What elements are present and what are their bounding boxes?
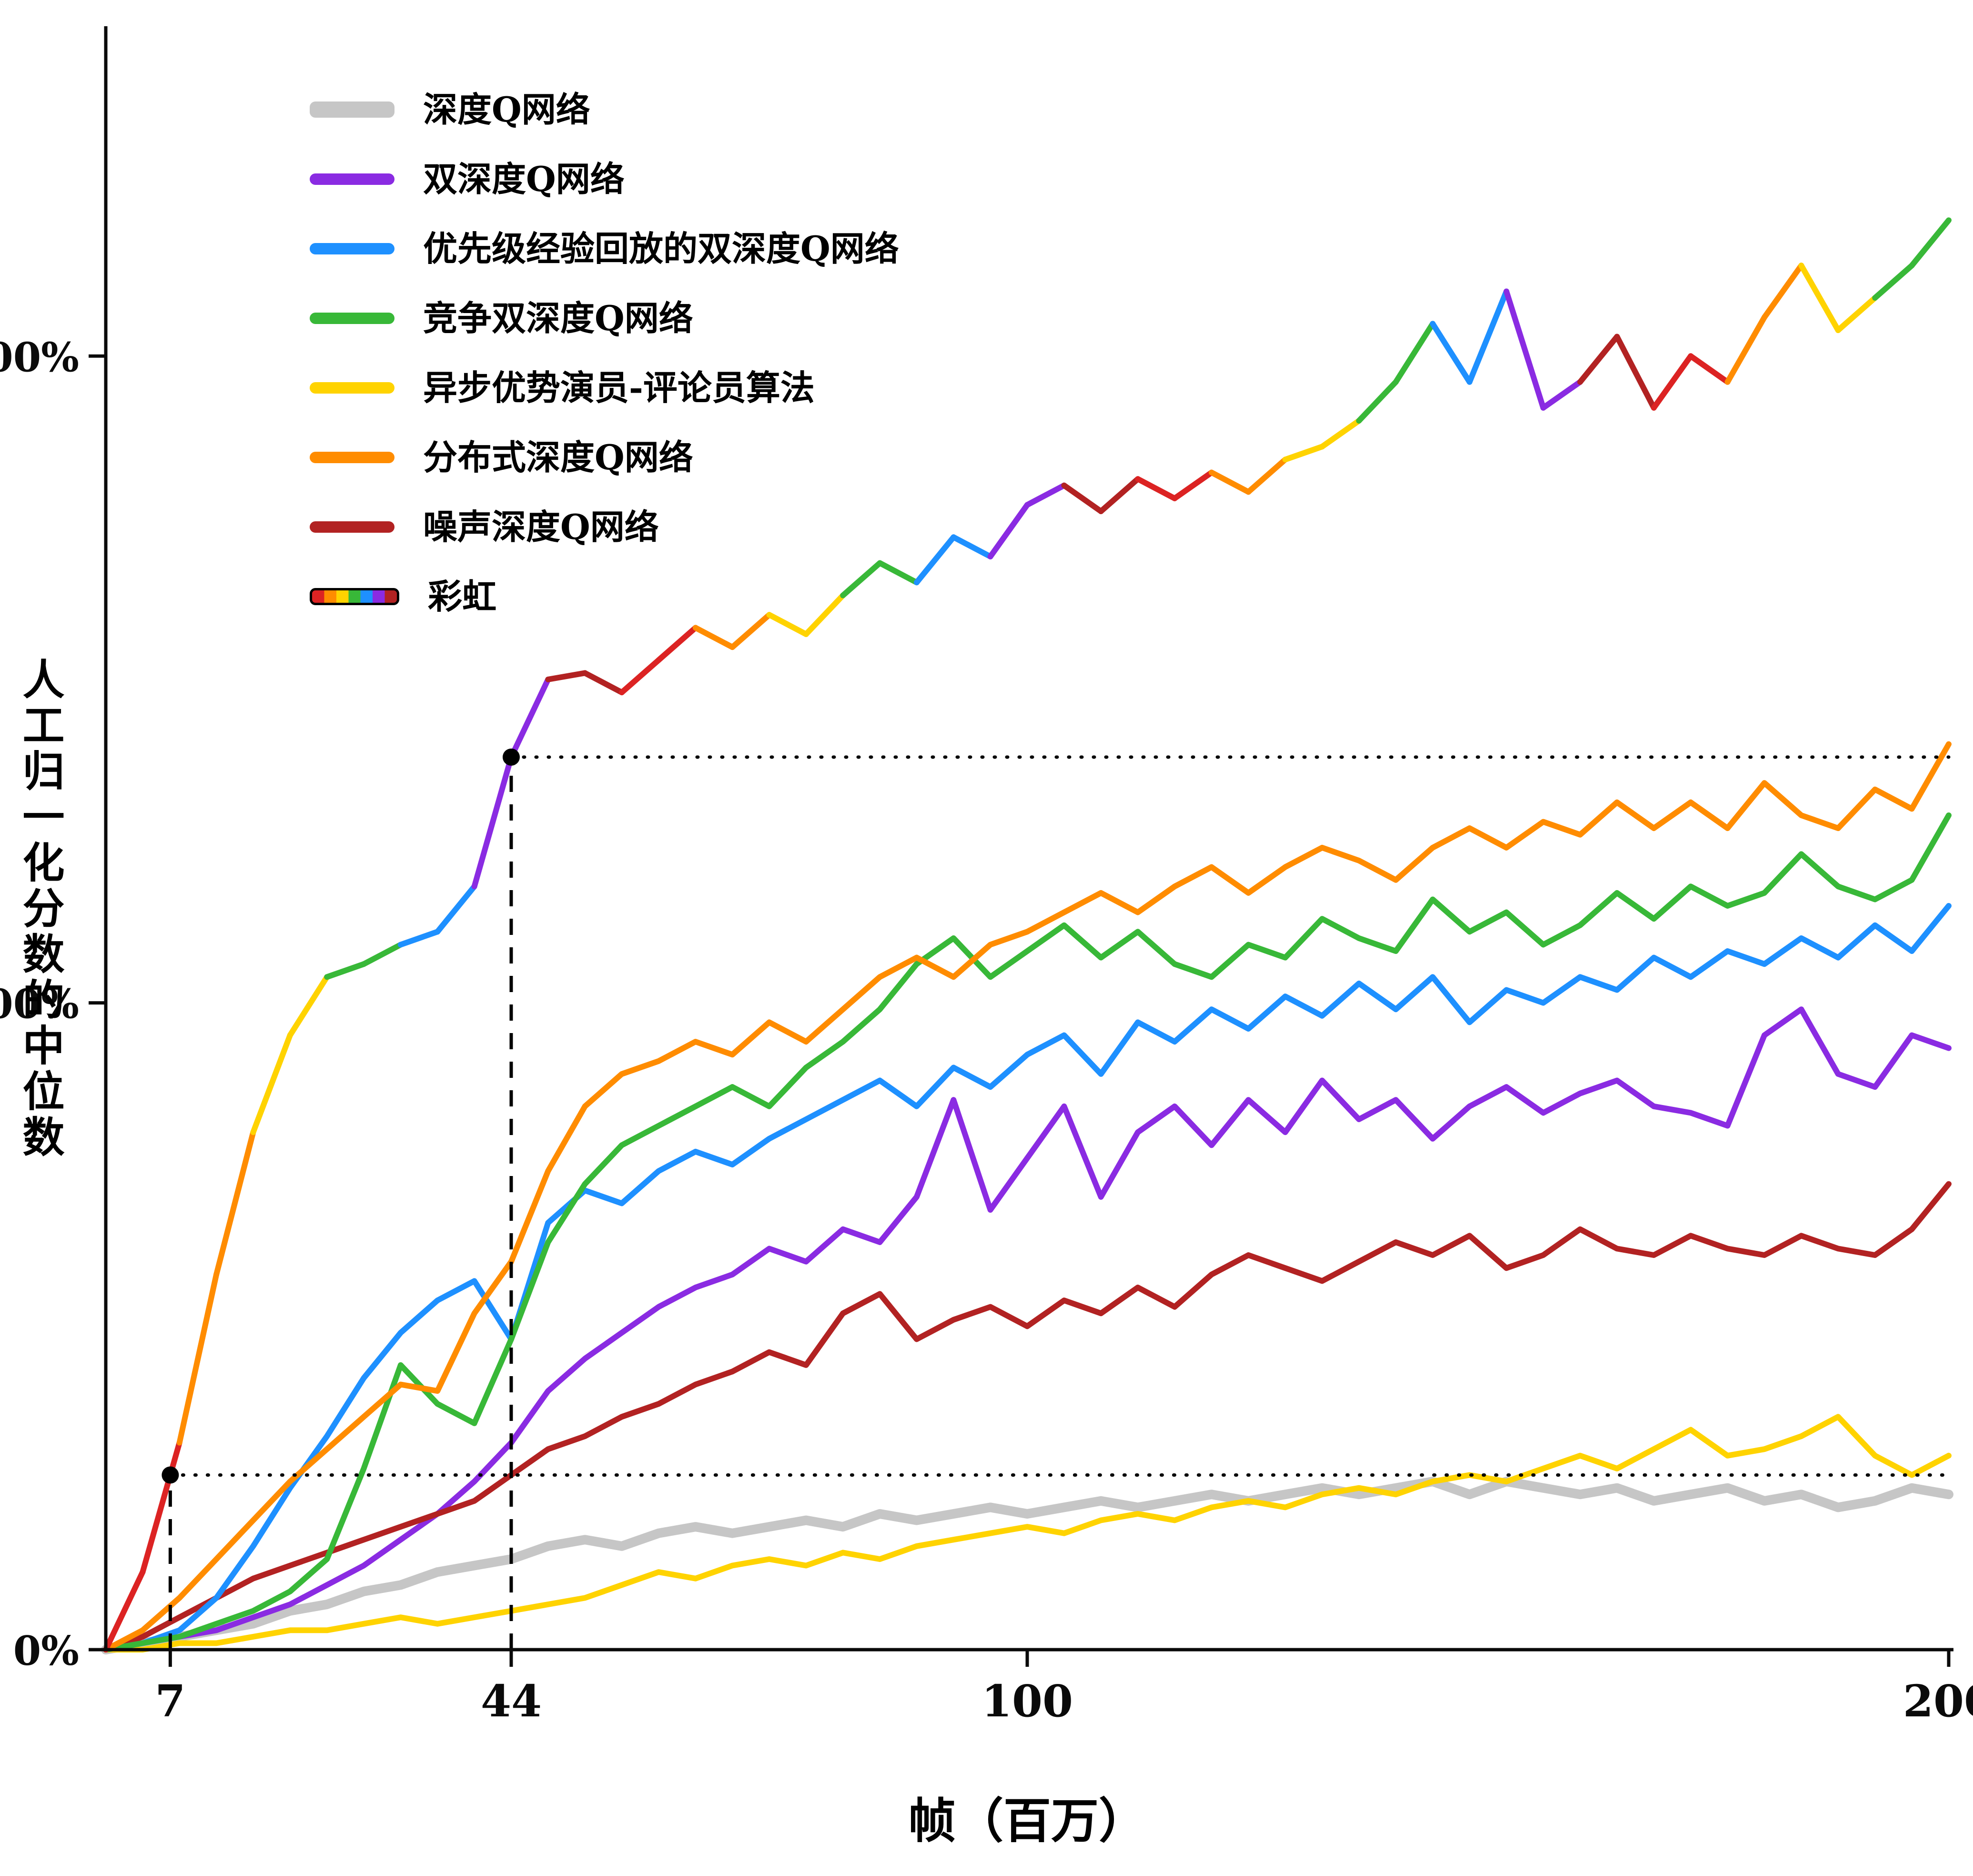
series-line-rainbow — [1356, 379, 1399, 424]
x-tick-label: 7 — [155, 1675, 185, 1727]
series-line-rainbow — [1319, 418, 1362, 450]
series-line-rainbow — [1540, 379, 1583, 411]
y-tick-label: 100% — [0, 981, 79, 1028]
series-line-rainbow — [619, 657, 662, 696]
legend: 深度Q网络双深度Q网络优先级经验回放的双深度Q网络 竞争双深度Q网络异步优势演员-… — [310, 86, 899, 620]
series-line-rainbow — [1835, 295, 1878, 333]
annotation-lines — [162, 748, 1951, 1650]
series-line-rainbow — [1872, 263, 1915, 301]
series-line-rainbow — [508, 676, 551, 760]
series-line-rainbow — [582, 670, 625, 696]
series-line-rainbow — [361, 942, 404, 967]
series-line-rainbow — [287, 974, 330, 1038]
series-line-rainbow — [250, 1032, 293, 1136]
series-line-rainbow — [471, 754, 514, 890]
series-line-rainbow — [913, 534, 957, 586]
series-line-double-dqn — [103, 1006, 1952, 1653]
series-line-dqn — [101, 1477, 1953, 1654]
series-line-rainbow — [1135, 476, 1178, 501]
legend-label-rainbow: 彩虹 — [428, 576, 497, 617]
series-line-rainbow — [766, 612, 809, 637]
series-line-rainbow — [1798, 263, 1841, 333]
legend-label-noisy-dqn: 噪声深度Q网络 — [423, 507, 659, 547]
series-lines — [101, 217, 1953, 1654]
legend-swatch-noisy-dqn — [310, 521, 395, 533]
series-line-dueling-ddqn — [103, 812, 1952, 1653]
series-line-rainbow — [103, 1569, 146, 1653]
series-line-rainbow — [545, 670, 588, 682]
series-line-noisy-dqn — [103, 1181, 1952, 1653]
series-line-rainbow — [435, 883, 477, 935]
y-tick-label: 0% — [13, 1627, 79, 1674]
series-line-rainbow — [1503, 288, 1546, 411]
series-line-rainbow — [1724, 314, 1768, 385]
series-line-rainbow — [1577, 334, 1620, 385]
series-line-distributional-dqn — [103, 741, 1952, 1653]
series-line-rainbow — [1245, 456, 1288, 495]
legend-item-prioritized-ddqn: 优先级经验回放的双深度Q网络 — [310, 225, 899, 273]
series-line-prioritized-ddqn — [103, 903, 1952, 1653]
series-line-rainbow — [1098, 476, 1141, 514]
series-line-rainbow — [656, 625, 698, 663]
series-line-rainbow — [1024, 482, 1067, 508]
series-line-rainbow — [877, 560, 920, 586]
series-line-rainbow — [729, 612, 772, 650]
legend-item-double-dqn: 双深度Q网络 — [310, 155, 899, 203]
series-line-rainbow — [951, 534, 993, 559]
series-line-rainbow — [1688, 353, 1730, 385]
legend-item-dqn: 深度Q网络 — [310, 86, 899, 133]
legend-label-distributional-dqn: 分布式深度Q网络 — [423, 437, 693, 477]
series-line-rainbow — [692, 625, 736, 650]
series-line-rainbow — [1430, 321, 1473, 385]
series-line-rainbow — [803, 592, 846, 637]
legend-swatch-double-dqn — [310, 173, 395, 185]
legend-item-noisy-dqn: 噪声深度Q网络 — [310, 503, 899, 551]
legend-swatch-dueling-ddqn — [310, 313, 395, 324]
legend-swatch-prioritized-ddqn — [310, 243, 395, 254]
y-tick-label: 200% — [0, 334, 79, 381]
series-line-rainbow — [1614, 334, 1657, 411]
legend-label-prioritized-ddqn: 优先级经验回放的双深度Q网络 — [423, 228, 899, 269]
series-line-rainbow — [1467, 288, 1509, 385]
x-tick-label: 200 — [1903, 1675, 1973, 1727]
series-line-rainbow — [140, 1440, 182, 1575]
axis-ticks: 7 44 100 200 0% 100% 200% — [0, 334, 1973, 1727]
legend-item-dueling-ddqn: 竞争双深度Q网络 — [310, 294, 899, 342]
series-line-rainbow — [324, 961, 367, 980]
series-line-rainbow — [213, 1129, 256, 1278]
legend-label-dqn: 深度Q网络 — [423, 89, 590, 130]
series-line-rainbow — [987, 502, 1030, 559]
legend-label-double-dqn: 双深度Q网络 — [423, 159, 625, 199]
series-line-rainbow — [1282, 444, 1325, 463]
legend-swatch-a3c — [310, 382, 395, 394]
series-line-rainbow — [1172, 469, 1214, 501]
series-line-rainbow — [176, 1271, 220, 1446]
annotation-dot — [502, 748, 520, 766]
legend-label-a3c: 异步优势演员-评论员算法 — [423, 367, 815, 408]
series-line-rainbow — [1909, 217, 1952, 269]
legend-item-a3c: 异步优势演员-评论员算法 — [310, 364, 899, 412]
series-line-a3c — [103, 1414, 1952, 1653]
series-line-rainbow — [1651, 353, 1694, 411]
x-tick-label: 100 — [981, 1675, 1073, 1727]
x-tick-label: 44 — [481, 1675, 542, 1727]
series-line-rainbow — [840, 560, 883, 598]
legend-item-rainbow: 彩虹 — [310, 573, 899, 620]
legend-swatch-distributional-dqn — [310, 452, 395, 463]
series-line-rainbow — [397, 929, 441, 948]
series-line-rainbow — [1393, 321, 1436, 385]
x-axis-title: 帧（百万） — [908, 1793, 1146, 1849]
series-line-rainbow — [1061, 482, 1104, 514]
legend-swatch-rainbow — [310, 588, 399, 605]
legend-item-distributional-dqn: 分布式深度Q网络 — [310, 434, 899, 481]
series-line-rainbow — [1208, 469, 1252, 495]
legend-label-dueling-ddqn: 竞争双深度Q网络 — [423, 298, 693, 338]
y-axis-title: 人工归一化分数的中位数 — [16, 658, 65, 1161]
legend-swatch-dqn — [310, 101, 395, 118]
annotation-dot — [162, 1466, 179, 1484]
series-line-rainbow — [1761, 263, 1804, 320]
